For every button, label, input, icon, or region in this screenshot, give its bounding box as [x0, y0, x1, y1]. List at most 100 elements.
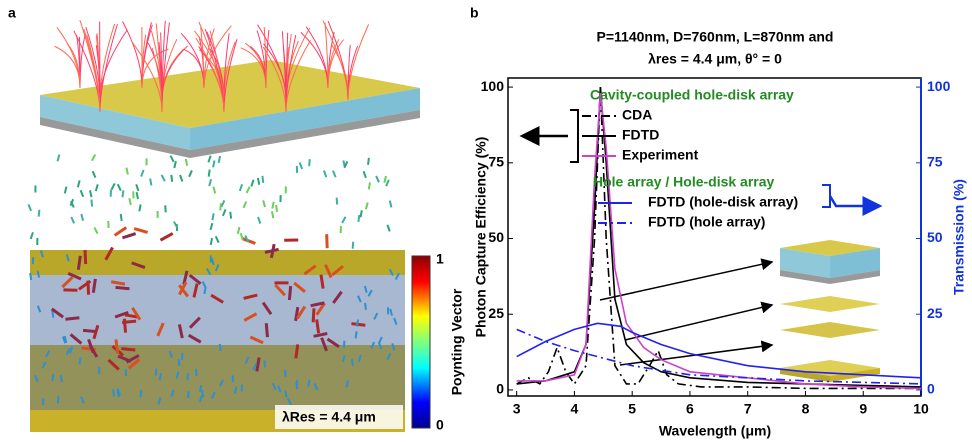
vector-arrow: [264, 247, 279, 254]
vector-arrow: [45, 350, 51, 358]
vector-arrow: [315, 319, 321, 334]
vector-arrow: [287, 285, 293, 301]
vector-arrow: [214, 235, 220, 244]
vector-arrow: [178, 284, 190, 298]
arrow: [599, 258, 774, 301]
vector-arrow: [113, 226, 128, 237]
vector-arrow: [357, 214, 361, 223]
vector-arrow: [238, 184, 244, 192]
vector-arrow: [373, 312, 379, 320]
vector-arrow: [324, 264, 333, 279]
vector-arrow: [217, 155, 222, 164]
vector-arrow: [173, 160, 177, 169]
vector-arrow: [94, 184, 99, 192]
colorbar: [411, 255, 431, 429]
vector-arrow: [201, 281, 207, 289]
vector-arrow: [116, 183, 122, 191]
vector-arrow: [51, 373, 55, 382]
field-line: [79, 19, 101, 113]
legend-group-title: Cavity-coupled hole-disk array: [590, 87, 794, 103]
vector-arrow: [140, 169, 145, 177]
vector-arrow: [255, 357, 261, 372]
y2-tick-label: 0: [927, 381, 935, 397]
top-slab-base: [40, 110, 420, 158]
vector-arrow: [307, 379, 311, 387]
vector-arrow: [158, 373, 163, 381]
y-tick-label: 100: [481, 78, 505, 94]
vector-arrow: [367, 157, 370, 165]
vector-arrow: [115, 285, 130, 291]
vector-arrow: [59, 375, 63, 383]
vector-arrow: [198, 394, 204, 403]
vector-arrow: [359, 210, 363, 218]
series-line: [516, 93, 922, 390]
vector-arrow: [179, 174, 184, 182]
vector-arrow: [357, 354, 362, 362]
insets: [780, 240, 880, 382]
vector-arrow: [214, 264, 220, 272]
legend-label: FDTD (hole-disk array): [648, 194, 798, 210]
legend-group-title: Hole array / Hole-disk array: [593, 174, 775, 190]
vector-arrow: [245, 186, 251, 194]
vector-arrow: [79, 189, 85, 198]
y-axis-label: Photon Capture Efficiency (%): [473, 137, 489, 338]
vector-arrow: [178, 281, 188, 296]
vector-arrow: [33, 374, 39, 382]
vector-arrow: [187, 390, 190, 399]
field-line: [54, 45, 81, 89]
vector-arrow: [76, 180, 81, 188]
vector-arrow: [157, 397, 162, 405]
y2-tick-label: 75: [927, 154, 943, 170]
vector-arrow: [383, 175, 387, 183]
vector-arrow: [36, 305, 42, 313]
vector-arrow: [186, 373, 190, 381]
vector-arrow: [351, 322, 366, 327]
vector-arrow: [63, 186, 68, 194]
vector-arrow: [332, 290, 343, 304]
vector-arrow: [187, 333, 202, 344]
vector-arrow: [104, 246, 114, 261]
vector-arrow: [310, 301, 325, 308]
vector-arrow: [355, 319, 360, 327]
vector-arrow: [386, 352, 392, 361]
vector-arrow: [37, 209, 41, 217]
vector-arrow: [343, 161, 349, 169]
field-line: [327, 39, 340, 89]
vector-arrow: [188, 170, 193, 178]
vector-arrow: [249, 335, 264, 345]
vector-arrow: [354, 331, 358, 339]
vector-arrow: [116, 390, 120, 398]
vector-arrow: [389, 308, 393, 316]
vector-arrow: [284, 390, 288, 398]
vector-arrow: [207, 169, 211, 177]
vector-arrow: [212, 160, 216, 168]
field-line: [79, 32, 86, 89]
x-tick-label: 10: [913, 401, 929, 417]
vector-arrow: [313, 383, 319, 391]
vector-arrow: [252, 363, 258, 371]
vector-arrow: [210, 293, 224, 304]
vector-arrow: [385, 179, 390, 187]
vector-arrow: [229, 211, 233, 219]
vector-arrow: [90, 199, 94, 207]
vector-arrow: [63, 335, 68, 344]
series-line: [516, 87, 921, 390]
vector-arrow: [164, 205, 167, 213]
vector-arrow: [56, 154, 61, 162]
vector-arrow: [262, 200, 266, 208]
vector-arrow: [67, 271, 82, 281]
vector-arrow: [51, 310, 55, 318]
vector-arrow: [294, 306, 300, 322]
vector-arrow: [131, 307, 142, 321]
vector-arrow: [209, 237, 214, 246]
vector-arrow: [125, 167, 129, 175]
chart-title: P=1140nm, D=760nm, L=870nm and: [597, 29, 834, 45]
vector-arrow: [184, 158, 189, 166]
vector-arrow: [169, 155, 175, 163]
vector-arrow: [284, 369, 287, 377]
vector-arrow: [114, 311, 129, 319]
arrow: [828, 195, 883, 216]
series-line: [516, 328, 922, 385]
vector-arrow: [319, 274, 325, 289]
vector-arrow: [320, 337, 328, 352]
